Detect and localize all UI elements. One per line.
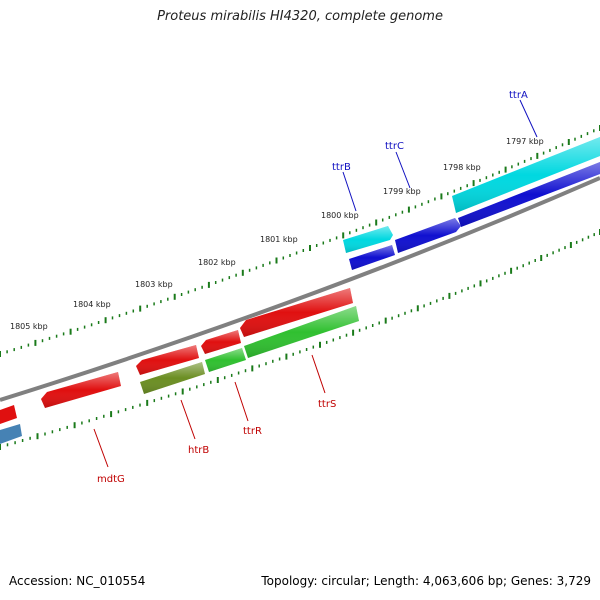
gene-ttrR[interactable] <box>201 330 246 372</box>
genome-backbone <box>0 176 600 402</box>
tick-label-1802: 1802 kbp <box>198 258 236 267</box>
tick-label-1799: 1799 kbp <box>383 187 421 196</box>
tick-label-1797: 1797 kbp <box>506 137 544 146</box>
gene-ttrB-cyan[interactable] <box>343 226 393 253</box>
gene-label-ttrR: ttrR <box>243 426 262 437</box>
gene-ttrB-blue[interactable] <box>349 245 395 270</box>
tick-label-1798: 1798 kbp <box>443 163 481 172</box>
gene-label-ttrB: ttrB <box>332 162 351 173</box>
gene-label-ttrS: ttrS <box>318 399 336 410</box>
genome-summary-text: Topology: circular; Length: 4,063,606 bp… <box>261 574 591 588</box>
gene-htrB[interactable] <box>136 345 205 394</box>
gene-label-ttrC: ttrC <box>385 141 404 152</box>
gene-ttrS-lower[interactable] <box>244 306 359 358</box>
gene-ttrS[interactable] <box>240 288 353 337</box>
gene-ttrA[interactable] <box>452 137 600 213</box>
gene-ttrC-upper[interactable] <box>458 162 600 227</box>
tick-label-1804: 1804 kbp <box>73 300 111 309</box>
gene-left-red[interactable] <box>0 405 17 424</box>
inner-tick-ring <box>0 229 600 450</box>
gene-ttrC[interactable] <box>395 218 461 253</box>
tick-label-1803: 1803 kbp <box>135 280 173 289</box>
gene-mdtG[interactable] <box>41 372 121 408</box>
gene-label-mdtG: mdtG <box>97 474 125 485</box>
gene-label-ttrA: ttrA <box>509 90 528 101</box>
outer-tick-ring <box>0 125 600 357</box>
gene-label-htrB: htrB <box>188 445 209 456</box>
accession-text: Accession: NC_010554 <box>9 574 146 588</box>
tick-label-1801: 1801 kbp <box>260 235 298 244</box>
tick-label-1805: 1805 kbp <box>10 322 48 331</box>
gene-left-blue[interactable] <box>0 424 22 444</box>
page-title: Proteus mirabilis HI4320, complete genom… <box>157 9 443 24</box>
tick-label-1800: 1800 kbp <box>321 211 359 220</box>
